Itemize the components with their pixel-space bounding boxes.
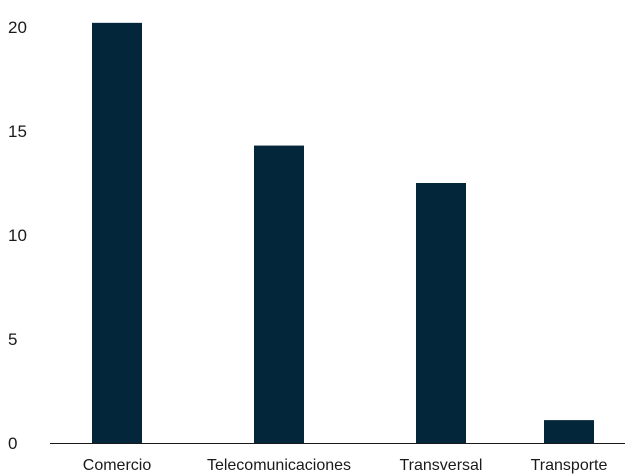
bar-comercio [92,22,142,444]
bar-transporte [544,420,594,443]
x-tick-label-comercio: Comercio [83,457,152,474]
x-tick-label-transporte: Transporte [531,457,608,474]
x-tick-label-transversal: Transversal [400,457,483,474]
y-tick-label: 0 [8,434,17,453]
y-axis-ticks: 0 5 10 15 20 [8,18,27,453]
bars [92,22,594,444]
x-axis-labels: Comercio Telecomunicaciones Transversal Tra… [83,457,608,474]
y-tick-label: 5 [8,330,17,349]
y-tick-label: 15 [8,122,27,141]
bar-transversal [416,183,466,443]
y-tick-label: 20 [8,18,27,37]
y-tick-label: 10 [8,226,27,245]
bar-telecomunicaciones [254,145,304,443]
x-tick-label-telecomunicaciones: Telecomunicaciones [207,457,351,474]
